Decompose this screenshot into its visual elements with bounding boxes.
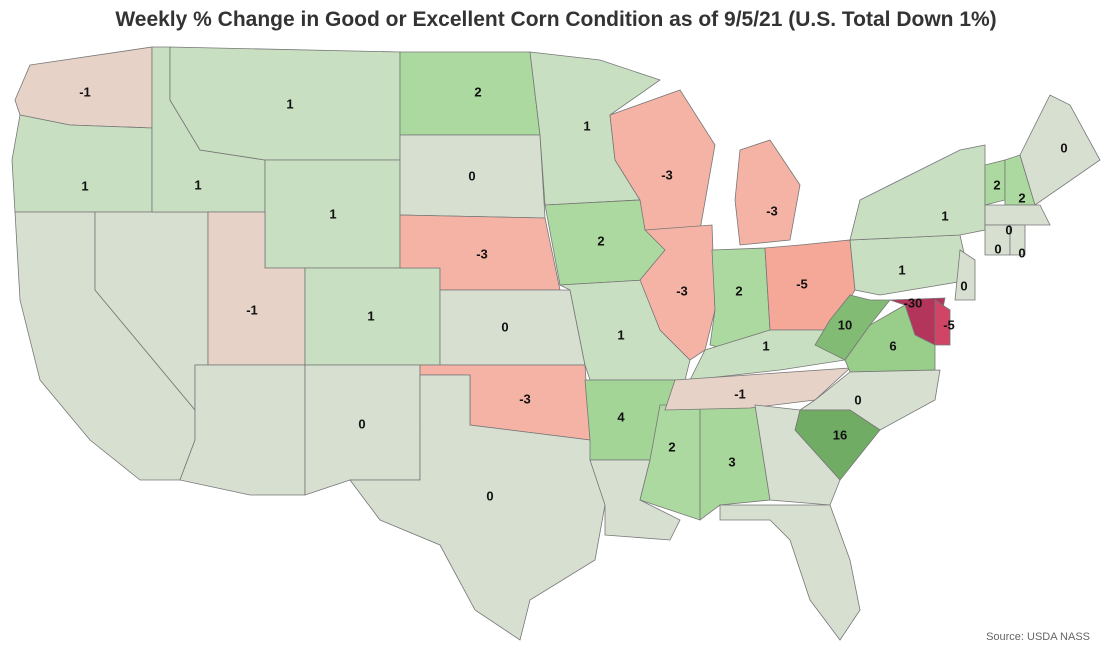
state bbox=[1009, 224, 1026, 256]
state-value: 1 bbox=[286, 96, 293, 111]
state-value: -30 bbox=[904, 295, 923, 310]
state-value: -3 bbox=[519, 391, 531, 406]
state bbox=[179, 364, 306, 496]
state bbox=[984, 204, 1051, 226]
state-value: 3 bbox=[728, 454, 735, 469]
state-value: 1 bbox=[329, 206, 336, 221]
state-value: 0 bbox=[994, 241, 1001, 256]
state-value: 0 bbox=[501, 319, 508, 334]
source: Source: USDA NASS bbox=[986, 631, 1090, 643]
state-value: -5 bbox=[796, 276, 808, 291]
state-value: 0 bbox=[960, 278, 967, 293]
state bbox=[169, 46, 401, 161]
state bbox=[719, 504, 861, 641]
state-value: -1 bbox=[734, 386, 746, 401]
state-value: 1 bbox=[194, 177, 201, 192]
state-value: -3 bbox=[661, 167, 673, 182]
state-value: 2 bbox=[735, 283, 742, 298]
state-value: -1 bbox=[246, 302, 258, 317]
state-value: -1 bbox=[79, 84, 91, 99]
state bbox=[754, 404, 841, 506]
state-value: 6 bbox=[889, 338, 896, 353]
state bbox=[734, 139, 801, 246]
state-value: 0 bbox=[1018, 245, 1025, 260]
state-value: 2 bbox=[474, 84, 481, 99]
state-value: 1 bbox=[617, 327, 624, 342]
state bbox=[1019, 94, 1101, 206]
state-value: 1 bbox=[81, 178, 88, 193]
state bbox=[349, 374, 606, 641]
state-value: -3 bbox=[676, 283, 688, 298]
state-value: 1 bbox=[762, 338, 769, 353]
state-value: 0 bbox=[1060, 140, 1067, 155]
state-value: -3 bbox=[766, 203, 778, 218]
state-value: 2 bbox=[993, 177, 1000, 192]
state-value: 1 bbox=[583, 118, 590, 133]
state-value: -3 bbox=[476, 246, 488, 261]
state bbox=[849, 234, 971, 296]
state-value: 2 bbox=[597, 233, 604, 248]
state-value: 1 bbox=[941, 208, 948, 223]
state bbox=[954, 249, 976, 301]
state bbox=[664, 367, 852, 411]
state-value: 0 bbox=[854, 392, 861, 407]
state-value: 1 bbox=[898, 262, 905, 277]
state-value: 4 bbox=[617, 409, 625, 424]
state bbox=[934, 299, 951, 346]
state-value: -5 bbox=[943, 317, 955, 332]
state-value: 2 bbox=[1018, 190, 1025, 205]
state bbox=[889, 297, 946, 346]
states bbox=[11, 46, 1101, 641]
state-value: 2 bbox=[668, 439, 675, 454]
state bbox=[849, 144, 986, 241]
state-value: 0 bbox=[1005, 222, 1012, 237]
state-value: 1 bbox=[367, 308, 374, 323]
state bbox=[399, 51, 541, 136]
state bbox=[439, 289, 586, 366]
state-value: 0 bbox=[468, 168, 475, 183]
map-title: Weekly % Change in Good or Excellent Cor… bbox=[115, 8, 996, 31]
state-value: 0 bbox=[358, 416, 365, 431]
state-value: 16 bbox=[833, 427, 847, 442]
state-value: 0 bbox=[486, 488, 493, 503]
state bbox=[11, 114, 153, 213]
state-value: 10 bbox=[838, 317, 852, 332]
